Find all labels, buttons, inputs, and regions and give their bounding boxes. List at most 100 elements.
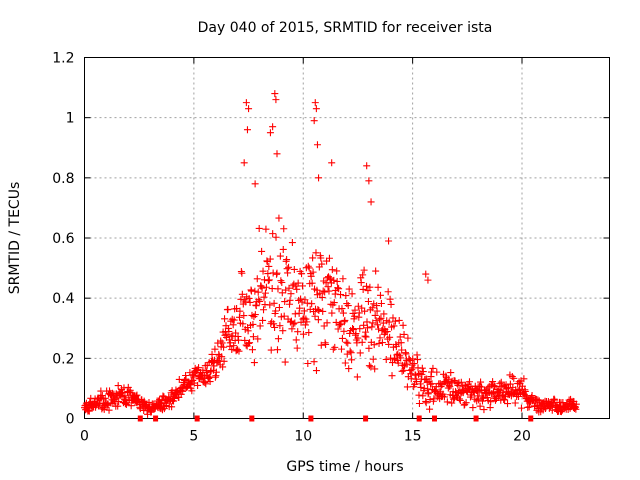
data-point <box>433 368 441 376</box>
data-point <box>235 347 243 355</box>
data-point <box>293 285 301 293</box>
data-point <box>273 150 281 158</box>
data-point <box>269 123 277 131</box>
y-tick-label: 1 <box>66 111 75 127</box>
data-point <box>232 329 240 337</box>
data-point <box>365 344 373 352</box>
data-point <box>361 307 369 315</box>
data-point <box>201 379 209 387</box>
data-point <box>363 162 371 170</box>
data-point <box>281 358 289 366</box>
data-point <box>511 399 519 407</box>
data-point <box>288 239 296 247</box>
data-point <box>278 279 286 287</box>
data-point <box>264 277 272 285</box>
data-point <box>344 302 352 310</box>
data-point <box>330 276 338 284</box>
y-tick-label: 0.2 <box>52 351 74 367</box>
data-point <box>359 285 367 293</box>
data-point <box>398 346 406 354</box>
data-point <box>325 254 333 262</box>
data-point <box>426 405 434 413</box>
data-point <box>305 329 313 337</box>
data-point <box>338 334 346 342</box>
data-point <box>115 398 123 406</box>
data-point <box>334 284 342 292</box>
data-point <box>368 323 376 331</box>
baseline-mark <box>249 415 255 422</box>
data-point <box>311 99 319 107</box>
data-point <box>337 345 345 353</box>
data-point <box>349 325 357 333</box>
x-tick-label: 5 <box>189 429 198 445</box>
data-point <box>238 290 246 298</box>
data-point <box>518 382 526 390</box>
data-point <box>305 264 313 272</box>
data-point <box>328 266 336 274</box>
data-point <box>354 334 362 342</box>
data-point <box>265 262 273 270</box>
data-point <box>245 105 253 113</box>
data-point <box>276 252 284 260</box>
data-point <box>329 345 337 353</box>
data-point <box>251 311 259 319</box>
data-point <box>377 300 385 308</box>
data-point <box>413 378 421 386</box>
data-point <box>344 339 352 347</box>
data-point <box>517 404 525 412</box>
x-axis-label: GPS time / hours <box>286 459 403 475</box>
baseline-mark <box>528 415 534 422</box>
data-point <box>335 285 343 293</box>
data-point <box>168 403 176 411</box>
data-point <box>487 398 495 406</box>
data-point <box>346 329 354 337</box>
data-point <box>285 263 293 271</box>
data-point <box>188 387 196 395</box>
data-point <box>225 336 233 344</box>
data-point <box>288 325 296 333</box>
data-point <box>359 271 367 279</box>
data-point <box>319 307 327 315</box>
data-point <box>219 363 227 371</box>
data-point <box>352 330 360 338</box>
data-point <box>312 105 320 113</box>
data-point <box>330 299 338 307</box>
y-tick-label: 1.2 <box>52 51 74 67</box>
data-point <box>284 269 292 277</box>
data-point <box>328 159 336 167</box>
baseline-mark <box>416 415 422 422</box>
data-point <box>340 327 348 335</box>
data-point <box>354 302 362 310</box>
data-point <box>272 96 280 104</box>
x-tick-label: 20 <box>513 429 531 445</box>
data-point <box>105 406 113 414</box>
data-point <box>276 322 284 330</box>
baseline-mark <box>363 415 369 422</box>
data-point <box>308 300 316 308</box>
data-point <box>310 358 318 366</box>
data-point <box>114 402 122 410</box>
data-point <box>351 306 359 314</box>
data-point <box>272 307 280 315</box>
data-point <box>372 267 380 275</box>
data-point <box>338 305 346 313</box>
data-point <box>398 367 406 375</box>
data-point <box>194 381 202 389</box>
data-point <box>366 283 374 291</box>
data-point <box>296 304 304 312</box>
data-point <box>308 279 316 287</box>
data-point <box>280 312 288 320</box>
data-point <box>362 333 370 341</box>
data-point <box>425 389 433 397</box>
data-point <box>249 333 257 341</box>
data-point <box>385 318 393 326</box>
data-point <box>457 378 465 386</box>
data-point <box>348 290 356 298</box>
data-point <box>341 359 349 367</box>
data-point <box>484 384 492 392</box>
data-point <box>262 283 270 291</box>
data-point <box>456 396 464 404</box>
data-point <box>378 339 386 347</box>
x-tick-label: 0 <box>80 429 89 445</box>
data-point <box>377 314 385 322</box>
